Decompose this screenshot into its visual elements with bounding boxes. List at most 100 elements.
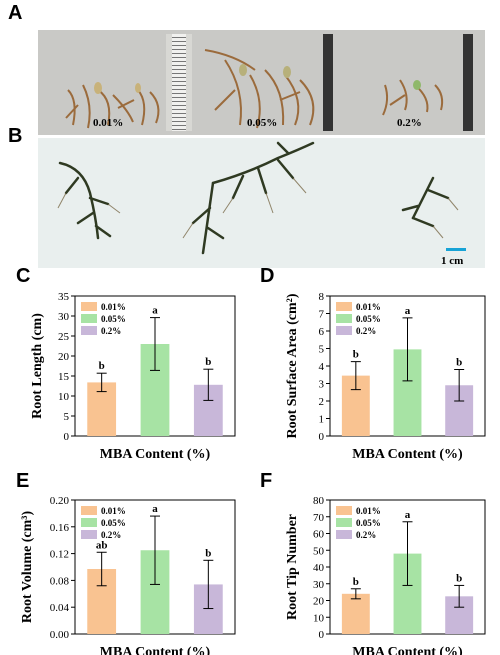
y-tick-label: 35 xyxy=(58,291,70,303)
root-sample-photo xyxy=(65,82,160,129)
legend-swatch xyxy=(336,314,352,323)
legend-swatch xyxy=(81,518,97,527)
bar-0.01% xyxy=(341,593,370,634)
y-axis-label: Root Tip Number xyxy=(285,514,300,620)
legend-swatch xyxy=(336,506,352,515)
y-tick-label: 1 xyxy=(319,414,325,426)
x-axis-label: MBA Content (%) xyxy=(100,645,211,655)
y-tick-label: 0 xyxy=(319,629,325,641)
legend-label: 0.01% xyxy=(356,506,381,516)
y-tick-label: 0.04 xyxy=(50,602,70,614)
significance-letter: a xyxy=(405,509,411,521)
y-tick-label: 0.20 xyxy=(50,495,70,507)
x-axis-label: MBA Content (%) xyxy=(352,645,463,655)
root-photo-0-05: 0.05% xyxy=(195,30,345,135)
y-tick-label: 0.16 xyxy=(50,522,70,534)
y-tick-label: 20 xyxy=(58,351,70,363)
legend-label: 0.2% xyxy=(101,326,121,336)
y-tick-label: 50 xyxy=(313,545,325,557)
scale-bar xyxy=(446,248,466,251)
significance-letter: a xyxy=(405,305,411,317)
y-tick-label: 20 xyxy=(313,596,325,608)
legend-swatch xyxy=(336,530,352,539)
panel-letter-e: E xyxy=(16,470,30,492)
y-axis-label: Root Length (cm) xyxy=(30,313,45,419)
y-tick-label: 10 xyxy=(58,391,70,403)
root-surface-area-chart: 0 1 2 3 4 5 6 7 8 Root Surface Area (cm²) MBA Cont… xyxy=(285,291,486,462)
y-axis-label: Root Volume (cm³) xyxy=(20,511,35,624)
y-tick-label: 40 xyxy=(313,562,325,574)
significance-letter: ab xyxy=(96,539,108,551)
y-tick-label: 70 xyxy=(313,512,325,524)
legend-label: 0.01% xyxy=(101,302,126,312)
significance-letter: b xyxy=(205,547,211,559)
panel-letter-a: A xyxy=(8,2,23,24)
legend-swatch xyxy=(81,530,97,539)
significance-letter: b xyxy=(353,576,359,588)
significance-letter: b xyxy=(456,357,462,369)
y-tick-label: 0.00 xyxy=(50,629,70,641)
ruler xyxy=(166,34,192,131)
panel-letter-f: F xyxy=(260,470,273,492)
y-tick-label: 0.08 xyxy=(50,575,70,587)
y-tick-label: 15 xyxy=(58,371,70,383)
significance-letter: b xyxy=(353,349,359,361)
y-tick-label: 80 xyxy=(313,495,325,507)
legend-label: 0.2% xyxy=(101,530,121,540)
legend-swatch xyxy=(336,518,352,527)
y-tick-label: 60 xyxy=(313,529,325,541)
y-tick-label: 3 xyxy=(319,379,325,391)
y-tick-label: 0 xyxy=(319,431,325,443)
legend-label: 0.05% xyxy=(356,518,381,528)
y-axis-label: Root Surface Area (cm²) xyxy=(285,293,300,438)
ruler xyxy=(463,34,473,131)
root-scan-image xyxy=(57,141,459,255)
significance-letter: b xyxy=(456,572,462,584)
significance-letter: a xyxy=(152,503,158,515)
root-volume-chart: 0.00 0.04 0.08 0.12 0.16 0.20 Root Volume (cm³… xyxy=(20,495,236,655)
y-tick-label: 7 xyxy=(319,309,325,321)
root-sample-photo xyxy=(382,79,444,116)
significance-letter: b xyxy=(205,356,211,368)
y-tick-label: 5 xyxy=(64,411,70,423)
panel-letter-d: D xyxy=(260,265,275,287)
legend-label: 0.05% xyxy=(356,314,381,324)
x-axis-label: MBA Content (%) xyxy=(352,447,463,462)
legend-swatch xyxy=(81,302,97,311)
concentration-label-0-05: 0.05% xyxy=(247,117,278,129)
significance-letter: a xyxy=(152,305,158,317)
panel-letter-c: C xyxy=(16,265,31,287)
root-sample-photo xyxy=(204,49,315,129)
y-tick-label: 30 xyxy=(58,311,70,323)
legend-label: 0.05% xyxy=(101,518,126,528)
y-tick-label: 8 xyxy=(319,291,325,303)
concentration-label-0-01: 0.01% xyxy=(93,117,124,129)
ruler xyxy=(323,34,333,131)
y-tick-label: 4 xyxy=(319,361,325,373)
legend-swatch xyxy=(336,326,352,335)
scale-bar-label: 1 cm xyxy=(441,255,464,267)
panel-letter-b: B xyxy=(8,125,23,147)
root-photo-0-01: 0.01% xyxy=(38,30,195,135)
y-tick-label: 2 xyxy=(319,396,325,408)
legend-swatch xyxy=(81,506,97,515)
root-length-chart: 0 5 10 15 20 25 30 35 Root Length (cm) MBA Conten… xyxy=(30,291,236,462)
y-tick-label: 0.12 xyxy=(50,549,69,561)
legend-label: 0.2% xyxy=(356,530,376,540)
legend-label: 0.01% xyxy=(101,506,126,516)
root-photo-0-2: 0.2% xyxy=(345,30,485,135)
y-tick-label: 6 xyxy=(319,326,325,338)
root-scan-photo xyxy=(38,138,485,268)
y-tick-label: 25 xyxy=(58,331,70,343)
x-axis-label: MBA Content (%) xyxy=(100,447,211,462)
legend-swatch xyxy=(81,314,97,323)
y-tick-label: 10 xyxy=(313,612,325,624)
root-tip-number-chart: 0 10 20 30 40 50 60 70 80 Root Tip Number MBA Cont… xyxy=(285,495,486,655)
legend-swatch xyxy=(336,302,352,311)
y-tick-label: 5 xyxy=(319,344,325,356)
legend-label: 0.01% xyxy=(356,302,381,312)
legend-label: 0.05% xyxy=(101,314,126,324)
y-tick-label: 30 xyxy=(313,579,325,591)
concentration-label-0-2: 0.2% xyxy=(397,117,422,129)
legend-swatch xyxy=(81,326,97,335)
